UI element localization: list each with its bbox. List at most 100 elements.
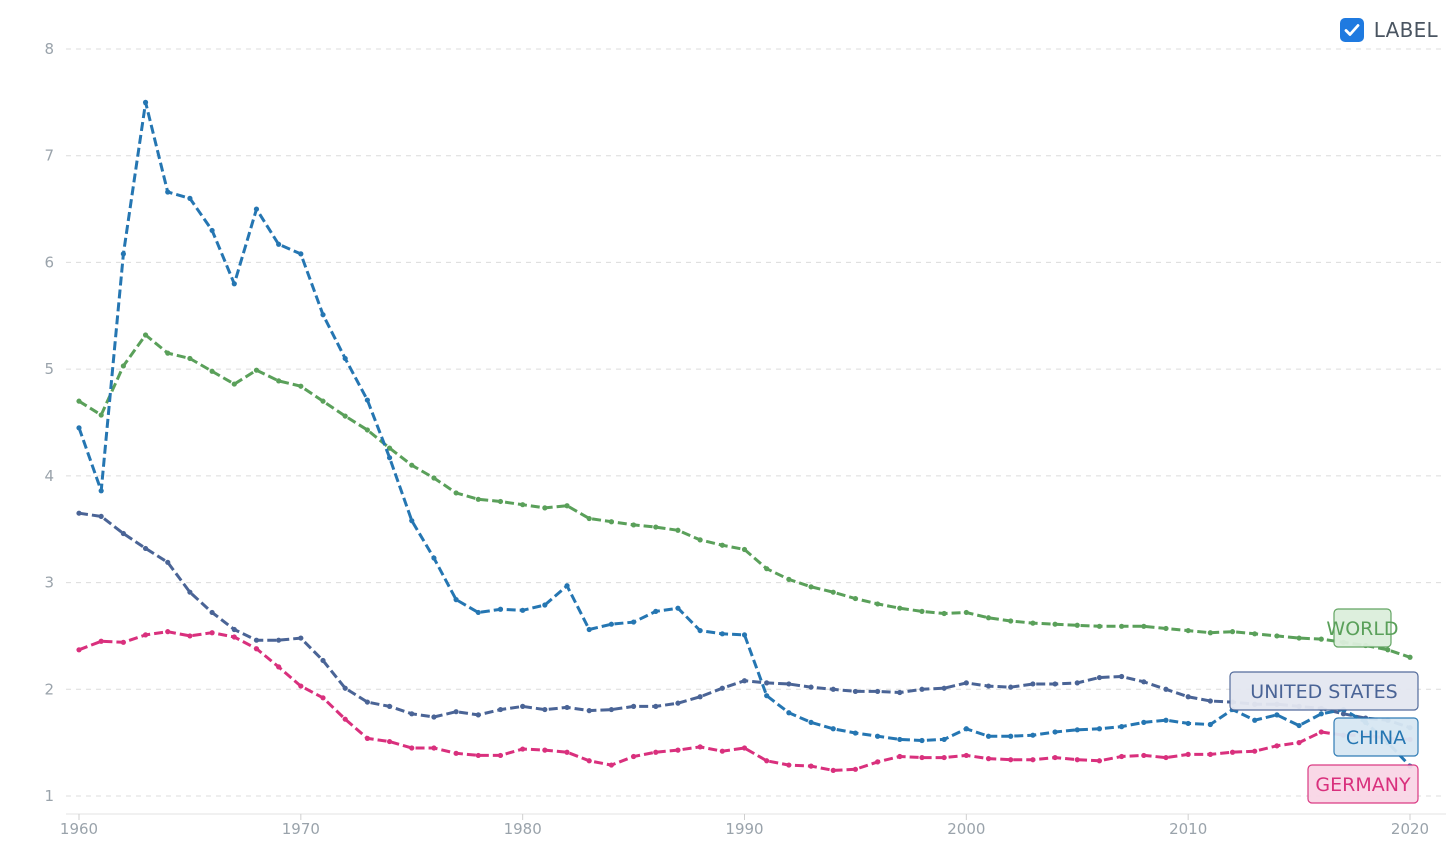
data-point bbox=[497, 706, 504, 713]
data-point bbox=[919, 737, 925, 744]
data-point bbox=[1030, 620, 1036, 626]
data-point bbox=[786, 576, 792, 582]
data-point bbox=[1229, 749, 1236, 755]
data-point bbox=[875, 759, 881, 765]
data-point bbox=[919, 754, 925, 761]
data-point bbox=[1252, 717, 1258, 723]
data-point bbox=[697, 627, 703, 634]
data-point bbox=[1252, 631, 1258, 637]
data-point bbox=[342, 685, 348, 691]
data-point bbox=[1229, 629, 1236, 635]
data-point bbox=[542, 747, 548, 753]
end-label-united-states: UNITED STATES bbox=[1229, 671, 1419, 711]
data-point bbox=[719, 685, 725, 691]
data-point bbox=[1119, 623, 1125, 629]
data-point bbox=[764, 566, 770, 572]
data-point bbox=[608, 706, 615, 713]
data-point bbox=[520, 746, 526, 752]
data-point bbox=[520, 502, 526, 508]
data-point bbox=[187, 355, 193, 362]
data-point bbox=[364, 699, 370, 705]
data-point bbox=[165, 189, 171, 195]
data-point bbox=[76, 647, 82, 653]
data-point bbox=[985, 756, 992, 762]
data-point bbox=[1407, 654, 1413, 660]
data-point bbox=[142, 545, 149, 552]
data-point bbox=[142, 332, 149, 338]
y-tick-label: 4 bbox=[44, 467, 54, 485]
data-point bbox=[786, 762, 792, 768]
data-point bbox=[98, 513, 104, 520]
data-point bbox=[231, 626, 237, 633]
data-point bbox=[364, 427, 370, 433]
data-point bbox=[741, 546, 748, 553]
data-point bbox=[741, 632, 748, 638]
data-point bbox=[630, 619, 637, 625]
data-point bbox=[564, 503, 570, 509]
label-toggle[interactable]: LABEL bbox=[1339, 18, 1438, 42]
data-point bbox=[142, 632, 149, 638]
data-point bbox=[1207, 721, 1213, 728]
y-tick-label: 6 bbox=[44, 253, 54, 271]
data-point bbox=[830, 726, 836, 732]
data-point bbox=[741, 745, 748, 751]
data-point bbox=[165, 559, 171, 565]
data-point bbox=[542, 706, 548, 713]
data-point bbox=[231, 634, 237, 640]
data-point bbox=[764, 693, 770, 699]
data-point bbox=[919, 686, 925, 692]
data-point bbox=[187, 195, 193, 201]
data-point bbox=[675, 605, 681, 611]
data-point bbox=[1141, 679, 1147, 685]
data-point bbox=[808, 584, 814, 590]
data-point bbox=[342, 716, 348, 722]
data-point bbox=[98, 638, 104, 644]
data-point bbox=[364, 735, 370, 741]
data-point bbox=[187, 633, 193, 639]
data-point bbox=[1008, 684, 1014, 690]
data-point bbox=[764, 758, 770, 764]
data-point bbox=[897, 689, 903, 696]
data-point bbox=[586, 708, 592, 714]
data-point bbox=[409, 711, 415, 717]
data-point bbox=[941, 610, 947, 617]
data-point bbox=[386, 703, 393, 709]
data-point bbox=[1141, 623, 1147, 629]
data-point bbox=[1030, 732, 1036, 738]
data-point bbox=[1296, 740, 1302, 746]
checkmark-icon bbox=[1344, 24, 1360, 36]
data-point bbox=[165, 629, 171, 635]
data-point bbox=[520, 703, 526, 709]
data-point bbox=[719, 748, 725, 754]
data-point bbox=[431, 745, 437, 751]
data-point bbox=[1008, 733, 1014, 739]
data-point bbox=[253, 367, 260, 373]
end-label-germany: GERMANY bbox=[1307, 764, 1419, 804]
data-point bbox=[253, 637, 260, 643]
data-point bbox=[808, 684, 814, 690]
series-world bbox=[76, 332, 1413, 660]
data-point bbox=[897, 736, 903, 743]
data-point bbox=[675, 747, 681, 753]
data-point bbox=[963, 726, 969, 732]
data-point bbox=[475, 712, 481, 718]
end-label-text: WORLD bbox=[1326, 618, 1398, 640]
data-point bbox=[364, 397, 370, 403]
data-point bbox=[653, 749, 659, 755]
data-point bbox=[1119, 753, 1125, 760]
data-point bbox=[697, 537, 703, 543]
data-point bbox=[76, 510, 82, 516]
end-label-box bbox=[1333, 717, 1419, 757]
data-point bbox=[209, 227, 215, 234]
data-point bbox=[320, 695, 326, 701]
x-tick-label: 2020 bbox=[1391, 820, 1429, 838]
data-point bbox=[1185, 751, 1191, 757]
data-point bbox=[120, 530, 126, 537]
data-point bbox=[586, 758, 592, 764]
data-point bbox=[1074, 622, 1080, 628]
data-point bbox=[1274, 633, 1280, 639]
data-point bbox=[276, 637, 282, 643]
data-point bbox=[875, 733, 881, 739]
label-checkbox[interactable] bbox=[1339, 18, 1364, 42]
